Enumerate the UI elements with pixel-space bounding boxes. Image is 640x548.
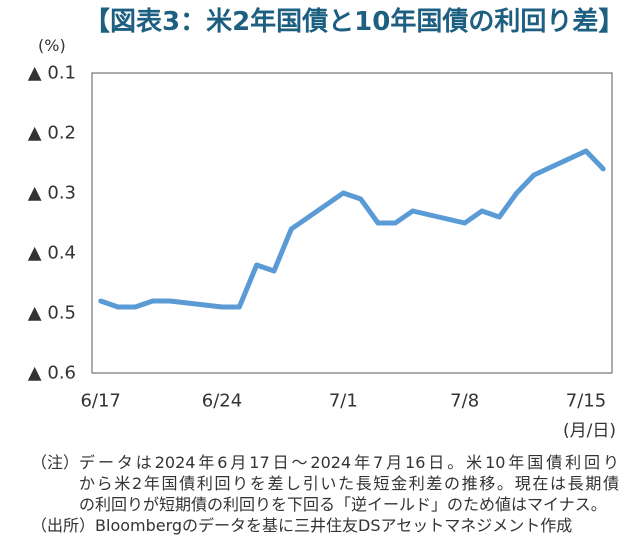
y-tick-label: ▲ 0.6 (28, 363, 76, 384)
note-line: データは2024年6月17日～2024年7月16日。米10年国債利回り (79, 453, 619, 472)
x-tick-label: 6/17 (80, 391, 120, 412)
note: （注） データは2024年6月17日～2024年7月16日。米10年国債利回り … (31, 452, 619, 515)
data-point (254, 262, 260, 268)
y-tick-label: ▲ 0.4 (28, 243, 76, 264)
x-axis-unit-label: (月/日) (563, 421, 616, 441)
series-line (99, 148, 606, 310)
x-tick-label: 6/24 (202, 391, 242, 412)
source-label: （出所） (31, 516, 96, 535)
data-point (219, 304, 225, 310)
source-text: Bloombergのデータを基に三井住友DSアセットマネジメント作成 (95, 516, 573, 535)
source: （出所） Bloombergのデータを基に三井住友DSアセットマネジメント作成 (31, 515, 619, 536)
data-point (167, 298, 173, 304)
data-point (600, 166, 606, 172)
data-point (271, 268, 277, 274)
data-point (150, 298, 156, 304)
data-point (288, 226, 294, 232)
data-point (531, 172, 537, 178)
data-point (583, 148, 589, 154)
data-point (115, 304, 121, 310)
note-line: の利回りが短期債の利回りを下回る「逆イールド」のため値はマイナス。 (79, 495, 607, 514)
y-tick-label: ▲ 0.2 (28, 123, 76, 144)
x-tick-label: 7/8 (450, 391, 479, 412)
data-point (410, 208, 416, 214)
y-tick-label: ▲ 0.1 (28, 63, 76, 84)
data-point (514, 190, 520, 196)
notes: （注） データは2024年6月17日～2024年7月16日。米10年国債利回り … (31, 452, 619, 536)
data-point (236, 304, 242, 310)
chart-title: 【図表3：米2年国債と10年国債の利回り差】 (84, 7, 625, 37)
note-text: データは2024年6月17日～2024年7月16日。米10年国債利回り から米2… (79, 452, 619, 515)
note-line: から米2年国債利回りを差し引いた長短金利差の推移。現在は長期債 (79, 474, 619, 493)
line-chart: ▲ 0.1 ▲ 0.2 ▲ 0.3 ▲ 0.4 ▲ 0.5 ▲ 0.66/17 6/24 7/… (28, 63, 613, 412)
data-point (462, 220, 468, 226)
data-point (358, 196, 364, 202)
data-point (132, 304, 138, 310)
data-point (98, 298, 104, 304)
plot-frame (91, 72, 613, 374)
x-tick-label: 7/15 (566, 391, 606, 412)
data-point (479, 208, 485, 214)
y-tick-label: ▲ 0.3 (28, 183, 76, 204)
data-point (496, 214, 502, 220)
data-point (392, 220, 398, 226)
data-point (340, 190, 346, 196)
data-point (375, 220, 381, 226)
x-tick-label: 7/1 (329, 391, 358, 412)
y-tick-label: ▲ 0.5 (28, 303, 76, 324)
y-axis-unit-label: (%) (38, 36, 66, 55)
note-label: （注） (31, 453, 80, 472)
